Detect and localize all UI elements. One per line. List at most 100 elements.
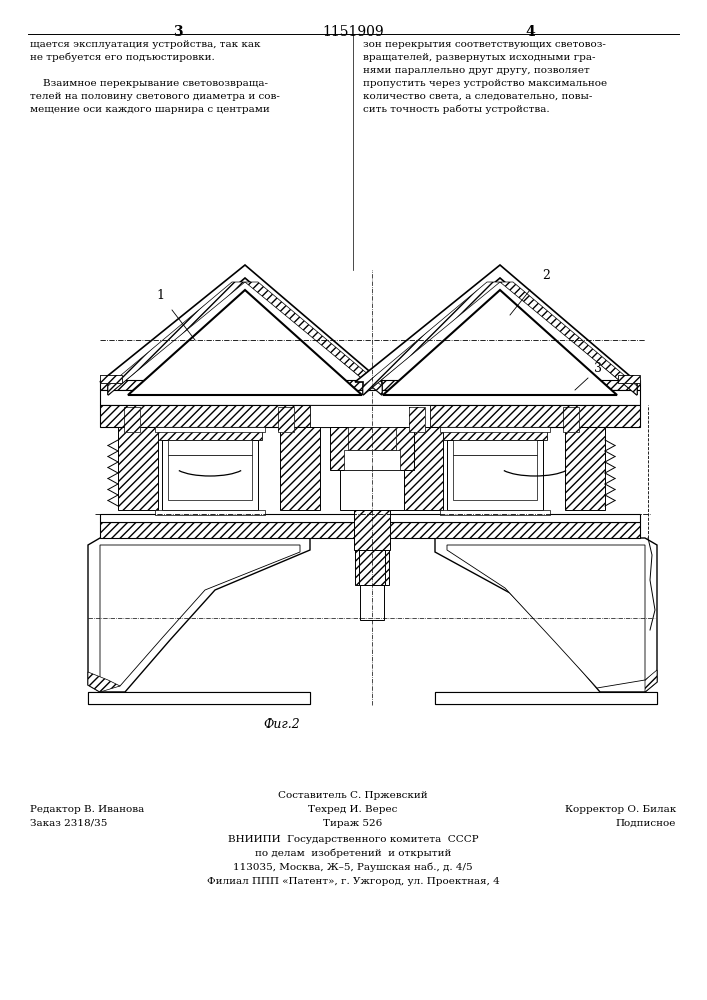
Bar [88,692,310,704]
Bar [118,427,158,510]
Bar [100,522,640,538]
Bar [100,375,122,383]
Polygon shape [88,672,120,692]
Text: Составитель С. Пржевский: Составитель С. Пржевский [278,791,428,800]
Bar [355,540,389,585]
Bar [440,510,550,515]
Bar [158,427,262,440]
Text: 113035, Москва, Ж–5, Раушская наб., д. 4/5: 113035, Москва, Ж–5, Раушская наб., д. 4… [233,863,473,872]
Bar [280,427,320,510]
Text: Фиг.2: Фиг.2 [264,718,300,731]
Polygon shape [355,265,637,395]
Bar [360,585,384,620]
Bar [354,510,390,550]
Bar [447,440,543,510]
Polygon shape [100,545,300,686]
Bar [162,440,258,510]
Bar [403,427,443,510]
Bar [100,405,640,427]
Bar [100,405,640,427]
Text: 2: 2 [542,269,550,282]
Bar [348,427,396,450]
Text: телей на половину светового диаметра и сов-: телей на половину светового диаметра и с… [30,92,280,101]
Polygon shape [128,290,362,395]
Text: вращателей, развернутых исходными гра-: вращателей, развернутых исходными гра- [363,53,595,62]
Bar [440,427,550,432]
Polygon shape [435,692,657,704]
Text: пропустить через устройство максимальное: пропустить через устройство максимальное [363,79,607,88]
Polygon shape [88,692,310,704]
Text: сить точность работы устройства.: сить точность работы устройства. [363,105,549,114]
Text: нями параллельно друг другу, позволяет: нями параллельно друг другу, позволяет [363,66,590,75]
Bar [340,470,404,510]
Bar [155,510,265,515]
Text: Редактор В. Иванова: Редактор В. Иванова [30,805,144,814]
Text: Тираж 526: Тираж 526 [323,819,382,828]
Bar [565,427,605,510]
Text: Взаимное перекрывание световозвраща-: Взаимное перекрывание световозвраща- [30,79,268,88]
Bar [100,380,640,390]
Bar [310,405,430,427]
Bar [354,510,390,550]
Bar [155,427,265,432]
Polygon shape [88,538,310,692]
Bar [124,407,140,432]
Text: ВНИИПИ  Государственного комитета  СССР: ВНИИПИ Государственного комитета СССР [228,835,479,844]
Text: 1151909: 1151909 [322,25,384,39]
Text: мещение оси каждого шарнира с центрами: мещение оси каждого шарнира с центрами [30,105,270,114]
Bar [618,375,640,383]
Bar [435,692,657,704]
Polygon shape [363,282,500,395]
Bar [563,407,579,432]
Text: Филиал ППП «Патент», г. Ужгород, ул. Проектная, 4: Филиал ППП «Патент», г. Ужгород, ул. Про… [206,877,499,886]
Text: зон перекрытия соответствующих световоз-: зон перекрытия соответствующих световоз- [363,40,606,49]
Text: Корректор О. Билак: Корректор О. Билак [565,805,676,814]
Bar [563,407,579,432]
Bar [409,407,425,432]
Polygon shape [383,290,617,395]
Text: 1: 1 [156,289,164,302]
Text: щается эксплуатация устройства, так как: щается эксплуатация устройства, так как [30,40,260,49]
Bar [100,390,640,405]
Bar [403,427,443,510]
Bar [124,407,140,432]
Text: Заказ 2318/35: Заказ 2318/35 [30,819,107,828]
Bar [280,427,320,510]
Bar [330,427,414,470]
Bar [278,407,294,432]
Bar [348,427,396,450]
Text: Техред И. Верес: Техред И. Верес [308,805,397,814]
Polygon shape [500,282,637,395]
Bar [330,427,414,470]
Bar [168,455,252,500]
Bar [100,380,640,390]
Polygon shape [447,545,645,688]
Polygon shape [245,282,382,395]
Text: не требуется его подъюстировки.: не требуется его подъюстировки. [30,53,215,62]
Bar [565,427,605,510]
Bar [359,550,385,585]
Text: Подписное: Подписное [616,819,676,828]
Bar [409,407,425,432]
Bar [344,450,400,470]
Bar [359,550,385,585]
Bar [118,427,158,510]
Text: 3: 3 [594,362,602,375]
Polygon shape [435,538,657,692]
Bar [100,375,122,383]
Bar [355,540,389,585]
Polygon shape [645,670,657,692]
Text: 3: 3 [173,25,183,39]
Bar [443,427,547,440]
Bar [100,522,640,538]
Text: по делам  изобретений  и открытий: по делам изобретений и открытий [255,849,451,858]
Bar [453,440,537,455]
Polygon shape [108,282,245,395]
Bar [158,427,262,440]
Polygon shape [100,265,382,395]
Text: 4: 4 [525,25,535,39]
Bar [618,375,640,383]
Bar [100,514,640,522]
Bar [168,440,252,455]
Bar [453,455,537,500]
